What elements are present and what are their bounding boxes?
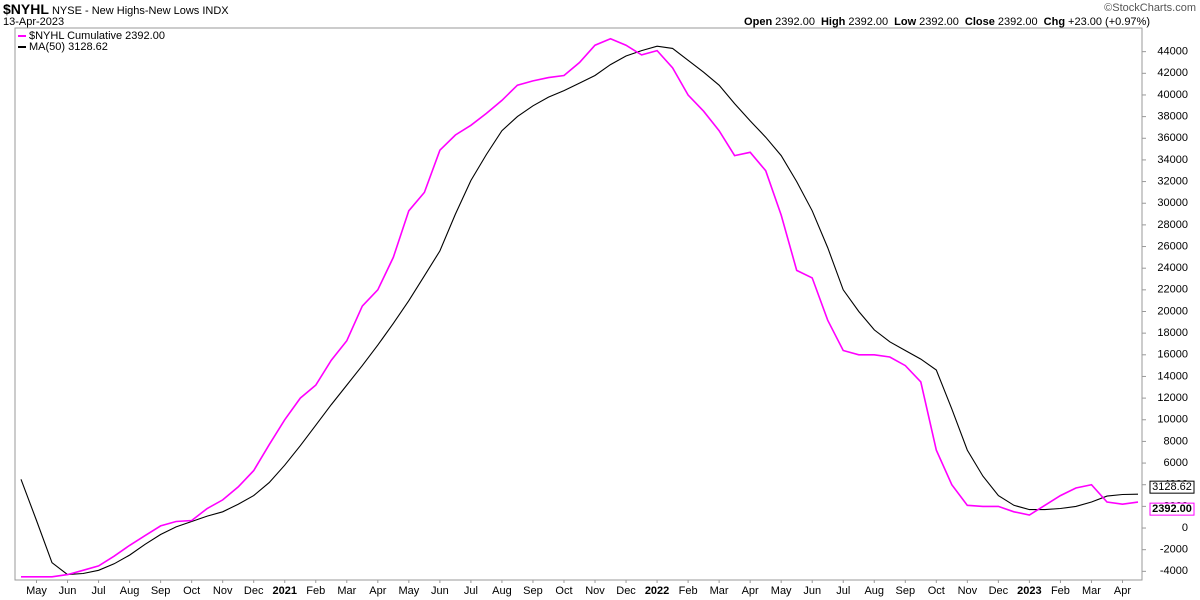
header-left: $NYHL NYSE - New Highs-New Lows INDX <box>3 1 229 17</box>
x-tick-label: Jun <box>803 585 821 597</box>
x-tick-label: Dec <box>989 585 1009 597</box>
y-tick-label: -4000 <box>1160 565 1188 577</box>
x-tick-label: Dec <box>616 585 636 597</box>
x-tick-label: Nov <box>958 585 978 597</box>
x-tick-label: 2023 <box>1017 585 1041 597</box>
last-value-box <box>1149 480 1195 494</box>
x-tick-label: Aug <box>864 585 884 597</box>
x-tick-label: Feb <box>1051 585 1070 597</box>
x-tick-label: Oct <box>183 585 200 597</box>
x-tick-label: Sep <box>151 585 171 597</box>
y-tick-label: 20000 <box>1157 305 1188 317</box>
x-tick-label: Dec <box>244 585 264 597</box>
y-tick-label: 14000 <box>1157 370 1188 382</box>
x-tick-label: Feb <box>679 585 698 597</box>
quote-value: 2392.00 <box>919 16 959 28</box>
x-tick-label: May <box>771 585 792 597</box>
plot-frame <box>14 27 1143 581</box>
x-tick-label: Apr <box>1114 585 1131 597</box>
x-tick-label: Oct <box>928 585 945 597</box>
y-tick-label: 8000 <box>1164 435 1188 447</box>
y-tick-label: 32000 <box>1157 175 1188 187</box>
x-tick-label: Jul <box>464 585 478 597</box>
x-tick-label: 2022 <box>645 585 669 597</box>
y-tick-label: 6000 <box>1164 457 1188 469</box>
x-tick-label: Nov <box>585 585 605 597</box>
quote-value: 2392.00 <box>997 16 1038 28</box>
x-tick-label: Mar <box>1082 585 1101 597</box>
legend-label: $NYHL Cumulative 2392.00 <box>29 30 165 42</box>
y-tick-label: 16000 <box>1157 349 1188 361</box>
date: 13-Apr-2023 <box>3 16 65 28</box>
y-tick-label: 28000 <box>1157 219 1188 231</box>
security-name: NYSE - New Highs-New Lows <box>51 5 200 17</box>
x-tick-label: Jul <box>92 585 106 597</box>
series-line <box>21 37 1139 578</box>
y-tick-label: 22000 <box>1157 284 1188 296</box>
quote-label: Chg <box>1043 16 1066 28</box>
x-tick-label: Jul <box>836 585 850 597</box>
x-tick-label: Sep <box>523 585 543 597</box>
y-tick-label: 34000 <box>1157 154 1188 166</box>
y-tick-label: 44000 <box>1157 46 1188 58</box>
series-line <box>20 45 1139 576</box>
y-tick-label: -2000 <box>1160 544 1188 556</box>
y-tick-label: 40000 <box>1157 89 1188 101</box>
symbol: $NYHL <box>3 1 49 17</box>
y-tick-label: 0 <box>1182 522 1188 534</box>
x-tick-label: 2021 <box>272 585 296 597</box>
x-tick-label: Jun <box>431 585 449 597</box>
last-value-label: 2392.00 <box>1152 503 1192 515</box>
quote-label: Low <box>894 16 917 28</box>
y-tick-label: 12000 <box>1157 392 1188 404</box>
y-tick-label: 42000 <box>1157 67 1188 79</box>
y-tick-label: 38000 <box>1157 111 1188 123</box>
x-tick-label: Sep <box>896 585 916 597</box>
exchange: INDX <box>202 5 229 17</box>
quote-label: Close <box>964 16 995 28</box>
x-tick-label: Mar <box>710 585 729 597</box>
x-tick-label: Oct <box>555 585 572 597</box>
x-tick-label: May <box>398 585 419 597</box>
x-tick-label: Feb <box>306 585 325 597</box>
y-tick-label: 30000 <box>1157 197 1188 209</box>
y-tick-label: 24000 <box>1157 262 1188 274</box>
x-tick-label: Aug <box>120 585 140 597</box>
x-tick-label: Apr <box>742 585 759 597</box>
legend-label: MA(50) 3128.62 <box>29 41 108 53</box>
x-tick-label: Aug <box>492 585 512 597</box>
y-tick-label: 36000 <box>1157 132 1188 144</box>
quote-label: Open <box>744 16 773 28</box>
x-tick-label: May <box>26 585 47 597</box>
quote-bar: Open 2392.00 High 2392.00 Low 2392.00 Close 239… <box>744 16 1156 28</box>
credit: ©StockCharts.com <box>1104 2 1196 14</box>
quote-value: 2392.00 <box>848 16 889 28</box>
x-tick-label: Apr <box>369 585 386 597</box>
y-tick-label: 10000 <box>1157 414 1188 426</box>
last-value-label: 3128.62 <box>1152 481 1192 493</box>
x-tick-label: Mar <box>337 585 356 597</box>
last-value-box <box>1149 502 1195 516</box>
quote-value: 2392.00 <box>775 16 815 28</box>
y-tick-label: 26000 <box>1157 240 1188 252</box>
x-tick-label: Nov <box>213 585 233 597</box>
quote-label: High <box>820 16 846 28</box>
quote-value: +23.00 (+0.97%) <box>1068 16 1150 28</box>
x-tick-label: Jun <box>59 585 77 597</box>
y-tick-label: 18000 <box>1157 327 1188 339</box>
